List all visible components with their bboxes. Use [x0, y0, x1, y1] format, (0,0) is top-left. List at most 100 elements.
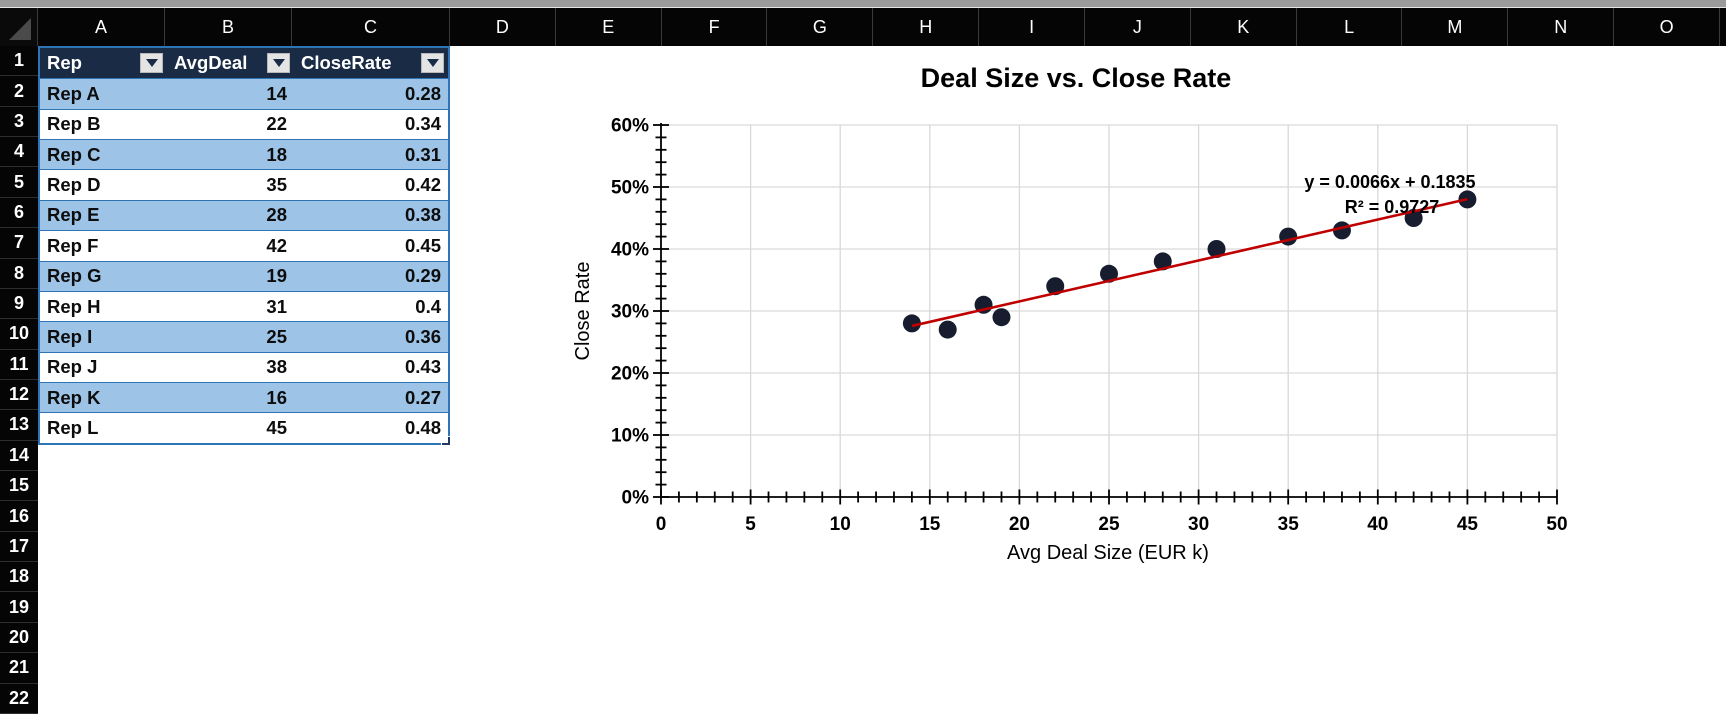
cell-avg-deal[interactable]: 42	[266, 234, 287, 256]
row-header-19[interactable]: 19	[0, 592, 38, 623]
cell-close-rate[interactable]: 0.28	[404, 83, 441, 105]
cell-avg-deal[interactable]: 38	[266, 356, 287, 378]
x-tick-label: 30	[1188, 514, 1209, 535]
row-header-2[interactable]: 2	[0, 76, 38, 107]
trendline-equation: y = 0.0066x + 0.1835	[1304, 172, 1475, 192]
filter-dropdown-button[interactable]	[421, 53, 444, 74]
row-header-11[interactable]: 11	[0, 350, 38, 380]
row-header-18[interactable]: 18	[0, 562, 38, 593]
row-header-17[interactable]: 17	[0, 532, 38, 563]
row-header-10[interactable]: 10	[0, 319, 38, 350]
cell-rep[interactable]: Rep A	[47, 83, 100, 105]
row-header-3[interactable]: 3	[0, 107, 38, 138]
window-top-strip	[0, 0, 1726, 8]
table-header-label: Rep	[47, 52, 82, 74]
row-header-4[interactable]: 4	[0, 137, 38, 168]
column-header-c[interactable]: C	[292, 8, 450, 46]
row-header-15[interactable]: 15	[0, 471, 38, 502]
row-header-9[interactable]: 9	[0, 289, 38, 320]
cell-rep[interactable]: Rep G	[47, 265, 102, 287]
column-header-o[interactable]: O	[1614, 8, 1720, 46]
row-header-7[interactable]: 7	[0, 228, 38, 259]
cell-avg-deal[interactable]: 31	[266, 295, 287, 317]
column-header-i[interactable]: I	[979, 8, 1085, 46]
cell-close-rate[interactable]: 0.4	[415, 295, 441, 317]
column-header-a[interactable]: A	[38, 8, 165, 46]
cell-rep[interactable]: Rep E	[47, 204, 100, 226]
x-tick-label: 15	[919, 514, 941, 535]
column-header-g[interactable]: G	[768, 8, 874, 46]
table-row: Rep C 18 0.31	[40, 139, 448, 170]
cell-avg-deal[interactable]: 16	[266, 386, 287, 408]
table-row: Rep J 38 0.43	[40, 351, 448, 382]
row-header-6[interactable]: 6	[0, 198, 38, 229]
cell-rep[interactable]: Rep I	[47, 325, 93, 347]
cell-close-rate[interactable]: 0.27	[404, 386, 441, 408]
x-tick-label: 35	[1278, 514, 1300, 535]
cell-close-rate[interactable]: 0.38	[404, 204, 441, 226]
scatter-point	[1279, 227, 1298, 246]
cell-avg-deal[interactable]: 28	[266, 204, 287, 226]
x-tick-label: 50	[1546, 514, 1567, 535]
cell-rep[interactable]: Rep D	[47, 174, 101, 196]
cell-avg-deal[interactable]: 35	[266, 174, 287, 196]
column-header-f[interactable]: F	[662, 8, 768, 46]
column-header-m[interactable]: M	[1403, 8, 1509, 46]
scatter-point	[992, 308, 1011, 327]
cell-close-rate[interactable]: 0.34	[404, 113, 441, 135]
table-header-cell-avgdeal[interactable]: AvgDeal	[167, 48, 294, 78]
cell-close-rate[interactable]: 0.36	[404, 325, 441, 347]
cell-avg-deal[interactable]: 25	[266, 325, 287, 347]
scatter-point	[1207, 240, 1226, 258]
cell-close-rate[interactable]: 0.45	[404, 234, 441, 256]
scatter-point	[1153, 252, 1172, 271]
cell-rep[interactable]: Rep B	[47, 113, 101, 135]
cell-close-rate[interactable]: 0.48	[404, 416, 441, 438]
row-header-21[interactable]: 21	[0, 653, 38, 684]
x-tick-label: 40	[1367, 514, 1388, 535]
column-header-b[interactable]: B	[165, 8, 292, 46]
table-header-cell-rep[interactable]: Rep	[40, 48, 167, 78]
cell-close-rate[interactable]: 0.31	[404, 143, 441, 165]
cell-rep[interactable]: Rep L	[47, 416, 99, 438]
row-header-8[interactable]: 8	[0, 259, 38, 289]
cell-avg-deal[interactable]: 22	[266, 113, 287, 135]
row-header-14[interactable]: 14	[0, 441, 38, 472]
column-header-d[interactable]: D	[450, 8, 556, 46]
cell-close-rate[interactable]: 0.29	[404, 265, 441, 287]
column-header-j[interactable]: J	[1085, 8, 1191, 46]
cell-close-rate[interactable]: 0.42	[404, 174, 441, 196]
row-header-1[interactable]: 1	[0, 46, 38, 77]
row-header-20[interactable]: 20	[0, 623, 38, 654]
column-header-h[interactable]: H	[873, 8, 980, 46]
column-header-n[interactable]: N	[1508, 8, 1615, 46]
row-header-16[interactable]: 16	[0, 501, 38, 532]
column-header-e[interactable]: E	[556, 8, 662, 46]
column-header-l[interactable]: L	[1297, 8, 1403, 46]
row-header-12[interactable]: 12	[0, 380, 38, 411]
cell-rep[interactable]: Rep C	[47, 143, 101, 165]
row-header-22[interactable]: 22	[0, 684, 38, 714]
cell-avg-deal[interactable]: 45	[266, 416, 287, 438]
trendline	[911, 197, 1468, 328]
select-all-corner[interactable]	[0, 8, 38, 46]
table-row: Rep E 28 0.38	[40, 199, 448, 231]
scatter-point	[938, 320, 957, 339]
cell-rep[interactable]: Rep F	[47, 234, 99, 256]
column-header-k[interactable]: K	[1191, 8, 1297, 46]
filter-dropdown-button[interactable]	[267, 53, 290, 74]
cell-close-rate[interactable]: 0.43	[404, 356, 441, 378]
cell-avg-deal[interactable]: 18	[266, 143, 287, 165]
cell-avg-deal[interactable]: 19	[266, 265, 287, 287]
table-header-cell-closerate[interactable]: CloseRate	[294, 48, 448, 78]
filter-dropdown-button[interactable]	[140, 53, 163, 74]
row-header-13[interactable]: 13	[0, 410, 38, 441]
cell-avg-deal[interactable]: 14	[266, 83, 287, 105]
filter-dropdown-arrow-icon	[426, 59, 439, 68]
cell-rep[interactable]: Rep K	[47, 386, 101, 408]
row-header-5[interactable]: 5	[0, 167, 38, 198]
filter-dropdown-arrow-icon	[272, 59, 285, 68]
cell-rep[interactable]: Rep J	[47, 356, 98, 378]
cell-rep[interactable]: Rep H	[47, 295, 101, 317]
